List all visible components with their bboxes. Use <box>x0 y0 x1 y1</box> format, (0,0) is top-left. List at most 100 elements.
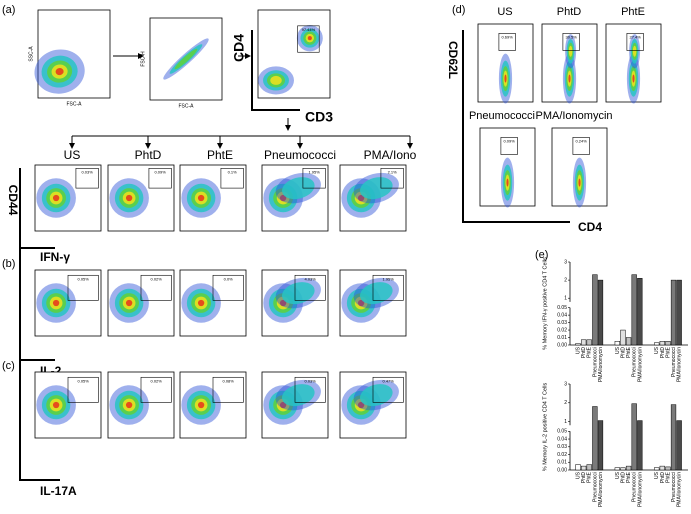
y-tick-label: 0.01 <box>557 460 567 466</box>
y-tick-label: 0.03 <box>557 444 567 450</box>
panel-label: (b) <box>2 258 15 270</box>
gate <box>626 33 644 51</box>
x-tick-label: PhtD <box>581 347 587 359</box>
x-tick-label: PhtE <box>587 346 593 358</box>
cell-density <box>632 74 635 83</box>
y-tick-label: 1 <box>564 296 567 302</box>
cell-density <box>279 401 287 409</box>
bar <box>620 467 626 471</box>
y-tick-label: 3 <box>564 259 567 265</box>
plot-title: PMA/Ionomycin <box>535 110 612 122</box>
x-tick-label: PMA/Ionomycin <box>598 472 604 507</box>
gate <box>294 376 326 403</box>
gate-percent: 97.44% <box>302 27 316 32</box>
y-tick-label: 0.00 <box>557 467 567 473</box>
cell-density <box>270 75 282 85</box>
x-tick-label: PhtD <box>581 472 587 484</box>
x-tick-label: US <box>654 346 660 354</box>
bar <box>592 274 598 346</box>
cell-density <box>360 282 393 305</box>
gate <box>297 25 320 53</box>
gate-percent: 0.02% <box>151 276 163 281</box>
cell-density <box>568 45 573 57</box>
gate <box>212 274 244 301</box>
bar <box>676 420 682 471</box>
x-tick-label: US <box>615 346 621 354</box>
axis-label: FSC-A <box>179 103 195 109</box>
cell-density <box>568 74 571 83</box>
cell-density <box>55 68 64 76</box>
x-tick-label: Pneumococci <box>592 347 598 377</box>
plot-title: US <box>497 6 512 18</box>
x-tick-label: US <box>575 346 581 354</box>
gate-percent: 1.95% <box>383 276 395 281</box>
cell-density <box>197 401 205 409</box>
cell-density <box>282 282 315 305</box>
bar <box>620 329 626 346</box>
gate <box>140 274 172 301</box>
bar <box>670 404 677 471</box>
marker-label: CD44 <box>6 185 20 216</box>
gate <box>220 168 244 189</box>
cell-density <box>125 194 133 202</box>
gate <box>562 33 580 51</box>
gate-percent: 0.05% <box>78 378 90 383</box>
y-tick-label: 0.04 <box>557 436 567 442</box>
gate-percent: 0.02% <box>151 378 163 383</box>
cell-density <box>632 45 637 57</box>
axis-label: FSC-A <box>67 101 83 107</box>
bar <box>665 466 671 471</box>
bar <box>580 339 587 346</box>
bar <box>659 465 665 471</box>
bar <box>625 337 632 346</box>
gate <box>500 137 518 155</box>
gate-percent: 0.47% <box>383 378 395 383</box>
cell-density <box>307 36 312 41</box>
x-tick-label: PhtE <box>665 346 671 358</box>
bar <box>614 467 620 471</box>
gate-percent: 2.1% <box>388 169 398 174</box>
gate-percent: 0.09% <box>154 169 166 174</box>
marker-label: IFN-γ <box>40 250 70 264</box>
y-tick-label: 2 <box>564 277 567 283</box>
cell-density <box>52 401 60 409</box>
gate-percent: 1.95% <box>308 169 320 174</box>
bar <box>659 341 665 346</box>
cell-density <box>504 74 507 83</box>
gate <box>75 168 99 189</box>
gate-percent: 0.1% <box>228 169 238 174</box>
x-tick-label: US <box>575 471 581 479</box>
bar <box>676 279 682 346</box>
gate-percent: 0.03% <box>81 169 93 174</box>
column-label: PhtD <box>135 148 162 162</box>
cell-density <box>282 384 315 407</box>
gate <box>572 137 590 155</box>
x-tick-label: PhtD <box>660 472 666 484</box>
y-tick-label: 2 <box>564 400 567 406</box>
column-label: US <box>64 148 81 162</box>
column-label: Pneumococci <box>264 148 336 162</box>
gate-percent: 4.03% <box>305 276 317 281</box>
cell-density <box>578 178 581 187</box>
x-tick-label: Pneumococci <box>632 347 638 377</box>
cell-density <box>52 299 60 307</box>
bar <box>592 406 598 471</box>
marker-label: CD4 <box>231 34 247 62</box>
cell-density <box>125 401 133 409</box>
column-label: PhtE <box>207 148 233 162</box>
bar <box>631 403 637 471</box>
marker-label: CD4 <box>578 220 602 234</box>
gate-percent: 0.09% <box>503 138 515 143</box>
bar <box>670 279 677 346</box>
bar <box>637 278 643 346</box>
gate-percent: 0.0% <box>224 276 234 281</box>
panel-label: (c) <box>2 360 15 372</box>
gate-percent: 0.08% <box>223 378 235 383</box>
x-tick-label: PhtE <box>626 346 632 358</box>
y-tick-label: 1 <box>564 419 567 425</box>
gate <box>212 376 244 403</box>
x-tick-label: Pneumococci <box>592 472 598 502</box>
gate <box>294 274 326 301</box>
x-tick-label: PhtE <box>626 471 632 483</box>
x-tick-label: PhtD <box>620 347 626 359</box>
